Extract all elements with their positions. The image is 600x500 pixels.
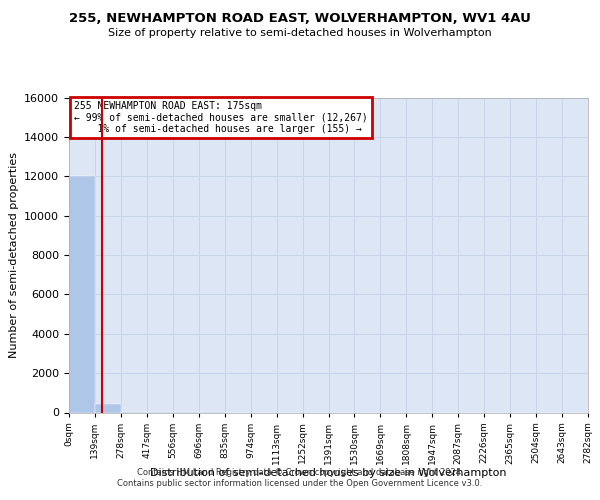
Text: Size of property relative to semi-detached houses in Wolverhampton: Size of property relative to semi-detach… xyxy=(108,28,492,38)
Bar xyxy=(95,404,121,412)
Text: Contains HM Land Registry data © Crown copyright and database right 2024.
Contai: Contains HM Land Registry data © Crown c… xyxy=(118,468,482,487)
Text: 255, NEWHAMPTON ROAD EAST, WOLVERHAMPTON, WV1 4AU: 255, NEWHAMPTON ROAD EAST, WOLVERHAMPTON… xyxy=(69,12,531,26)
Text: 255 NEWHAMPTON ROAD EAST: 175sqm
← 99% of semi-detached houses are smaller (12,2: 255 NEWHAMPTON ROAD EAST: 175sqm ← 99% o… xyxy=(74,100,368,134)
X-axis label: Distribution of semi-detached houses by size in Wolverhampton: Distribution of semi-detached houses by … xyxy=(150,468,507,478)
Bar xyxy=(69,176,95,412)
Y-axis label: Number of semi-detached properties: Number of semi-detached properties xyxy=(8,152,19,358)
